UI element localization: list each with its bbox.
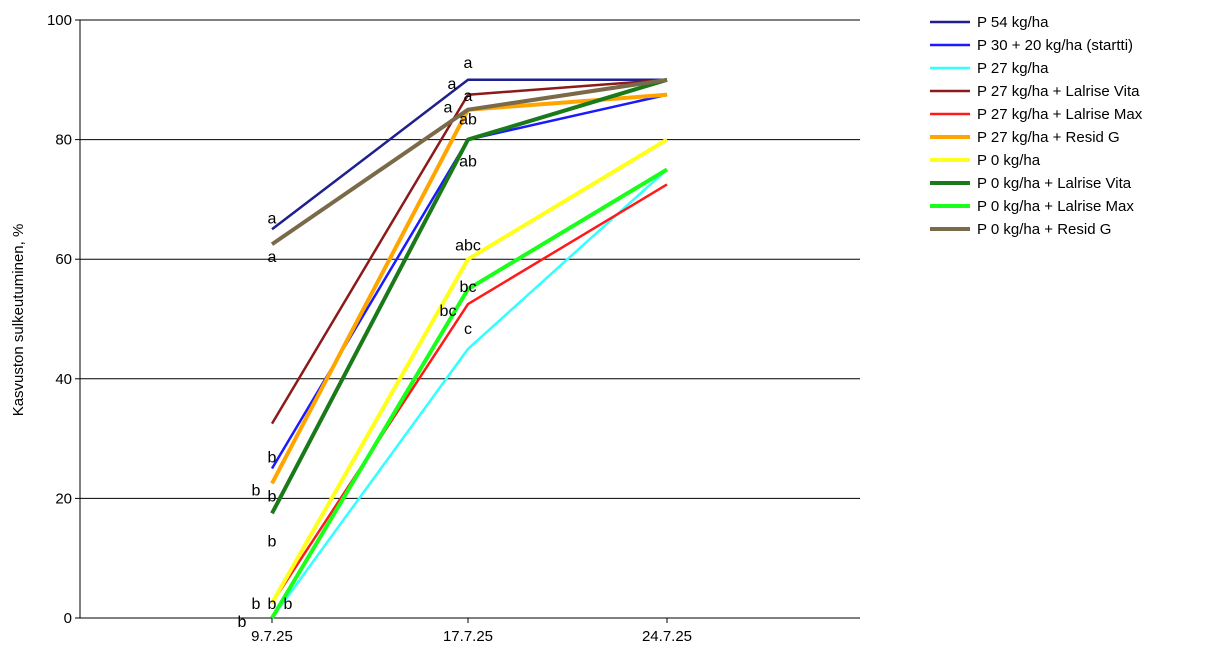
y-tick-label: 0 bbox=[64, 610, 72, 627]
significance-letter: a bbox=[464, 88, 473, 105]
series-line-9 bbox=[270, 167, 669, 620]
significance-letter: a bbox=[268, 249, 277, 266]
series-line-8 bbox=[270, 77, 668, 515]
legend-label: P 54 kg/ha bbox=[977, 14, 1049, 31]
legend-label: P 0 kg/ha + Lalrise Vita bbox=[977, 175, 1132, 192]
significance-letter: a bbox=[444, 100, 453, 117]
significance-letter: c bbox=[464, 321, 472, 338]
legend-label: P 0 kg/ha + Lalrise Max bbox=[977, 198, 1134, 215]
significance-letter: b bbox=[284, 596, 293, 613]
significance-letter: b bbox=[268, 596, 277, 613]
series-lines bbox=[270, 77, 669, 620]
significance-letter: bc bbox=[460, 279, 477, 296]
legend-label: P 0 kg/ha bbox=[977, 152, 1041, 169]
y-tick-label: 100 bbox=[47, 12, 72, 29]
significance-letter: b bbox=[268, 488, 277, 505]
significance-letter: a bbox=[464, 55, 473, 72]
x-tick-label: 17.7.25 bbox=[443, 628, 493, 645]
legend-label: P 27 kg/ha bbox=[977, 60, 1049, 77]
legend-label: P 27 kg/ha + Lalrise Max bbox=[977, 106, 1143, 123]
y-tick-label: 20 bbox=[55, 490, 72, 507]
legend-label: P 0 kg/ha + Resid G bbox=[977, 221, 1111, 238]
y-tick-label: 60 bbox=[55, 251, 72, 268]
significance-letter: b bbox=[252, 596, 261, 613]
series-line-3 bbox=[270, 168, 668, 619]
series-line-1 bbox=[271, 78, 667, 231]
significance-letter: abc bbox=[455, 237, 481, 254]
series-line-4 bbox=[270, 78, 668, 425]
significance-letter: b bbox=[268, 450, 277, 467]
significance-letter: a bbox=[268, 210, 277, 227]
series-line-5 bbox=[270, 183, 668, 604]
significance-letter: a bbox=[448, 76, 457, 93]
y-axis-title: Kasvuston sulkeutuminen, % bbox=[10, 224, 27, 417]
x-tick-label: 24.7.25 bbox=[642, 628, 692, 645]
significance-letter: ab bbox=[459, 154, 477, 171]
axes: 0 20 40 60 80 100 9.7.25 17.7.25 24.7.25 bbox=[47, 12, 860, 645]
x-tick-label: 9.7.25 bbox=[251, 628, 293, 645]
significance-letter: ab bbox=[459, 112, 477, 129]
legend-label: P 27 kg/ha + Resid G bbox=[977, 129, 1120, 146]
legend-label: P 30 + 20 kg/ha (startti) bbox=[977, 37, 1133, 54]
series-line-10 bbox=[270, 77, 668, 246]
y-tick-label: 40 bbox=[55, 371, 72, 388]
significance-letter: bc bbox=[440, 303, 457, 320]
legend-label: P 27 kg/ha + Lalrise Vita bbox=[977, 83, 1140, 100]
series-line-7 bbox=[270, 137, 669, 605]
legend: P 54 kg/ha P 30 + 20 kg/ha (startti) P 27 … bbox=[930, 14, 1143, 238]
significance-letter: b bbox=[268, 533, 277, 550]
significance-letter: b bbox=[238, 614, 247, 631]
significance-letter: b bbox=[252, 482, 261, 499]
y-tick-label: 80 bbox=[55, 132, 72, 149]
